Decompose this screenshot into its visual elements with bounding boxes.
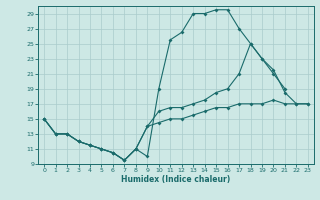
X-axis label: Humidex (Indice chaleur): Humidex (Indice chaleur) [121,175,231,184]
